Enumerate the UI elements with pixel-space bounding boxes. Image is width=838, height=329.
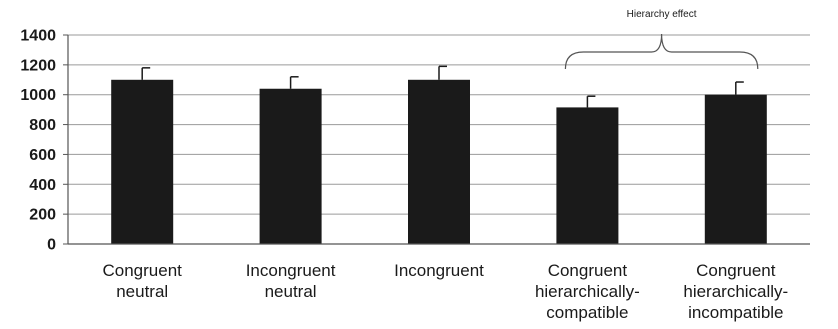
bars — [111, 79, 767, 245]
bar — [259, 88, 322, 244]
y-tick-label: 800 — [29, 117, 56, 134]
x-category-label-line: Incongruent — [246, 261, 336, 280]
y-tick-label: 1400 — [20, 28, 56, 45]
y-tick-label: 600 — [29, 147, 56, 164]
x-category-label-line: compatible — [546, 303, 628, 322]
y-tick-labels: 0 200 400 600 800 1000 1200 1400 — [20, 28, 56, 254]
y-tick-label: 1200 — [20, 57, 56, 74]
annotation-text: Hierarchy effect — [627, 9, 697, 20]
x-category-label: Congruent hierarchically-compatible — [535, 261, 640, 322]
x-category-label: Congruent neutral — [103, 261, 183, 301]
y-tick-label: 0 — [47, 237, 56, 254]
axes — [63, 34, 810, 245]
x-category-label: Incongruent neutral — [246, 261, 336, 301]
bar — [111, 79, 174, 245]
hierarchy-annotation: Hierarchy effect — [564, 9, 759, 70]
x-category-label-line: Incongruent — [394, 261, 484, 280]
x-category-label: Congruent hierarchically-incompatible — [683, 261, 788, 322]
x-category-label-line: Congruent — [548, 261, 628, 280]
x-category-label-line: Congruent — [103, 261, 183, 280]
x-category-label-line: hierarchically- — [535, 282, 640, 301]
bar — [704, 94, 767, 244]
x-category-label-line: Congruent — [696, 261, 776, 280]
y-tick-label: 1000 — [20, 87, 56, 104]
x-category-label-line: neutral — [116, 282, 168, 301]
x-category-label-line: neutral — [265, 282, 317, 301]
y-tick-label: 200 — [29, 207, 56, 224]
x-category-label: Incongruent — [394, 261, 484, 280]
bar — [556, 107, 619, 245]
x-category-label-line: hierarchically- — [683, 282, 788, 301]
y-tick-label: 400 — [29, 177, 56, 194]
error-bars — [141, 65, 744, 108]
annotation-brace — [564, 33, 759, 70]
bar — [408, 79, 470, 245]
x-category-label-line: incompatible — [688, 303, 783, 322]
